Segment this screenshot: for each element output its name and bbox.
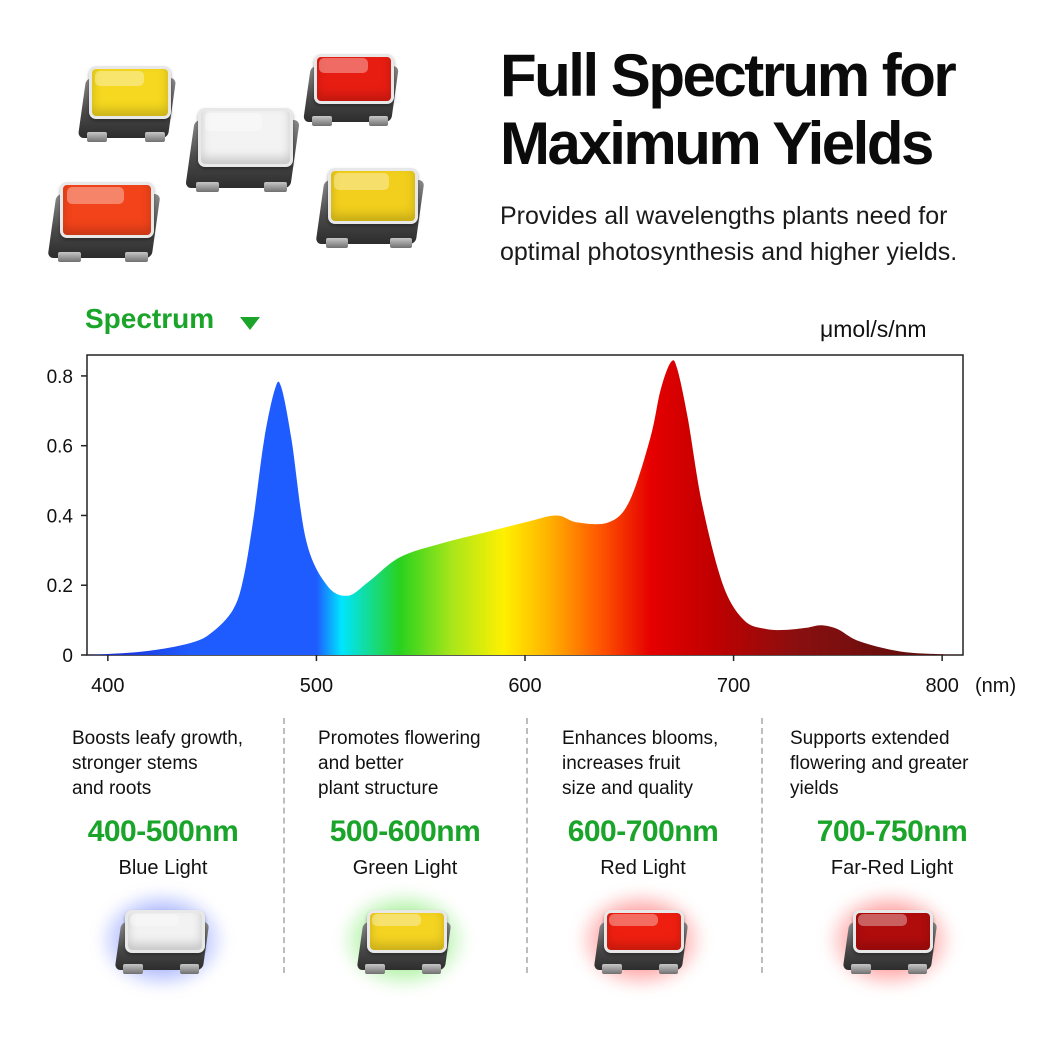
band-name-red: Red Light: [600, 857, 686, 879]
desc-line: and better: [318, 753, 404, 774]
led-lens: [604, 910, 684, 954]
x-axis-label: (nm): [975, 675, 1016, 697]
led-lens: [853, 910, 933, 954]
band-name-far-red: Far-Red Light: [830, 857, 954, 879]
spectrum-area: [87, 360, 963, 655]
x-tick-label: 800: [925, 675, 958, 697]
led-chip-green-band: [356, 910, 452, 974]
column-divider: [283, 718, 285, 973]
y-tick-label: 0.2: [47, 576, 73, 597]
caret-down-icon[interactable]: [240, 317, 260, 330]
led-chip-orange: [47, 182, 161, 262]
led-lens: [314, 54, 394, 104]
x-tick-label: 500: [300, 675, 333, 697]
desc-line: size and quality: [562, 778, 693, 799]
band-range-red: 600-700nm: [567, 815, 719, 848]
led-chip-white: [185, 108, 300, 192]
column-divider: [761, 718, 763, 973]
y-tick-label: 0.4: [47, 506, 74, 527]
desc-line: yields: [790, 778, 839, 799]
subheadline: Provides all wavelengths plants need for…: [500, 198, 1040, 270]
desc-line: Boosts leafy growth,: [72, 728, 244, 749]
led-chip-red-band: [593, 910, 689, 974]
desc-line: Enhances blooms,: [562, 728, 719, 749]
led-chip-yellow-2: [315, 168, 425, 248]
y-tick-label: 0.6: [47, 437, 73, 458]
led-lens: [328, 168, 418, 224]
led-chip-red-1: [303, 54, 399, 126]
spectrum-chart: 0 0.2 0.4 0.6 0.8 400 500 600 700 800 (nm): [47, 354, 1016, 697]
desc-line: increases fruit: [562, 753, 681, 774]
band-range-green: 500-600nm: [329, 815, 481, 848]
headline-line-1: Full Spectrum for: [500, 42, 957, 109]
spectrum-dropdown[interactable]: Spectrum: [85, 303, 215, 334]
band-range-far-red: 700-750nm: [816, 815, 968, 848]
band-description-blue: Boosts leafy growth, stronger stems and …: [72, 726, 277, 801]
desc-line: Promotes flowering: [318, 728, 481, 749]
band-description-green: Promotes flowering and better plant stru…: [318, 726, 523, 801]
x-tick-label: 700: [717, 675, 750, 697]
x-tick-label: 400: [91, 675, 124, 697]
led-lens: [198, 108, 293, 168]
subheadline-line-1: Provides all wavelengths plants need for: [500, 202, 948, 230]
y-tick-label: 0.8: [47, 367, 73, 388]
led-lens: [367, 910, 447, 954]
led-chip-blue-band: [114, 910, 210, 974]
headline: Full Spectrum for Maximum Yields: [500, 42, 1040, 178]
band-description-far-red: Supports extended flowering and greater …: [790, 726, 995, 801]
desc-line: Supports extended: [790, 728, 950, 749]
band-range-blue: 400-500nm: [87, 815, 239, 848]
led-lens: [89, 66, 171, 119]
desc-line: plant structure: [318, 778, 439, 799]
column-divider: [526, 718, 528, 973]
led-chip-yellow-1: [77, 66, 177, 142]
y-tick-label: 0: [62, 646, 73, 667]
unit-label: μmol/s/nm: [820, 316, 927, 342]
band-name-blue: Blue Light: [118, 857, 208, 879]
desc-line: flowering and greater: [790, 753, 969, 774]
led-lens: [60, 182, 154, 238]
led-chip-far-red-band: [842, 910, 938, 974]
band-description-red: Enhances blooms, increases fruit size an…: [562, 726, 767, 801]
x-tick-label: 600: [508, 675, 541, 697]
subheadline-line-2: optimal photosynthesis and higher yields…: [500, 238, 958, 266]
desc-line: stronger stems: [72, 753, 198, 774]
headline-line-2: Maximum Yields: [500, 110, 934, 177]
led-lens: [125, 910, 205, 954]
desc-line: and roots: [72, 778, 152, 799]
band-name-green: Green Light: [352, 857, 458, 879]
